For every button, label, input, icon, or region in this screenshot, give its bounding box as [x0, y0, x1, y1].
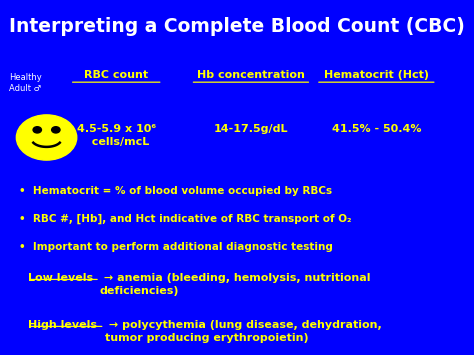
Text: → polycythemia (lung disease, dehydration,
tumor producing erythropoietin): → polycythemia (lung disease, dehydratio…	[105, 320, 382, 343]
Text: Hb concentration: Hb concentration	[197, 70, 305, 80]
Circle shape	[52, 127, 60, 133]
Text: RBC count: RBC count	[84, 70, 148, 80]
Text: Low levels: Low levels	[28, 273, 93, 283]
Text: 41.5% - 50.4%: 41.5% - 50.4%	[332, 124, 421, 133]
Circle shape	[33, 127, 41, 133]
Text: •  Hematocrit = % of blood volume occupied by RBCs: • Hematocrit = % of blood volume occupie…	[18, 186, 332, 196]
Text: Hematocrit (Hct): Hematocrit (Hct)	[324, 70, 429, 80]
Text: 14-17.5g/dL: 14-17.5g/dL	[214, 124, 288, 133]
Text: → anemia (bleeding, hemolysis, nutritional
deficiencies): → anemia (bleeding, hemolysis, nutrition…	[100, 273, 371, 296]
Circle shape	[16, 115, 77, 160]
Text: Healthy
Adult ♂: Healthy Adult ♂	[9, 73, 42, 93]
Text: High levels: High levels	[28, 320, 97, 330]
Text: •  Important to perform additional diagnostic testing: • Important to perform additional diagno…	[18, 242, 333, 252]
Text: •  RBC #, [Hb], and Hct indicative of RBC transport of O₂: • RBC #, [Hb], and Hct indicative of RBC…	[18, 214, 351, 224]
Text: 4.5-5.9 x 10⁶
  cells/mcL: 4.5-5.9 x 10⁶ cells/mcL	[77, 124, 156, 147]
Text: Interpreting a Complete Blood Count (CBC): Interpreting a Complete Blood Count (CBC…	[9, 17, 465, 37]
